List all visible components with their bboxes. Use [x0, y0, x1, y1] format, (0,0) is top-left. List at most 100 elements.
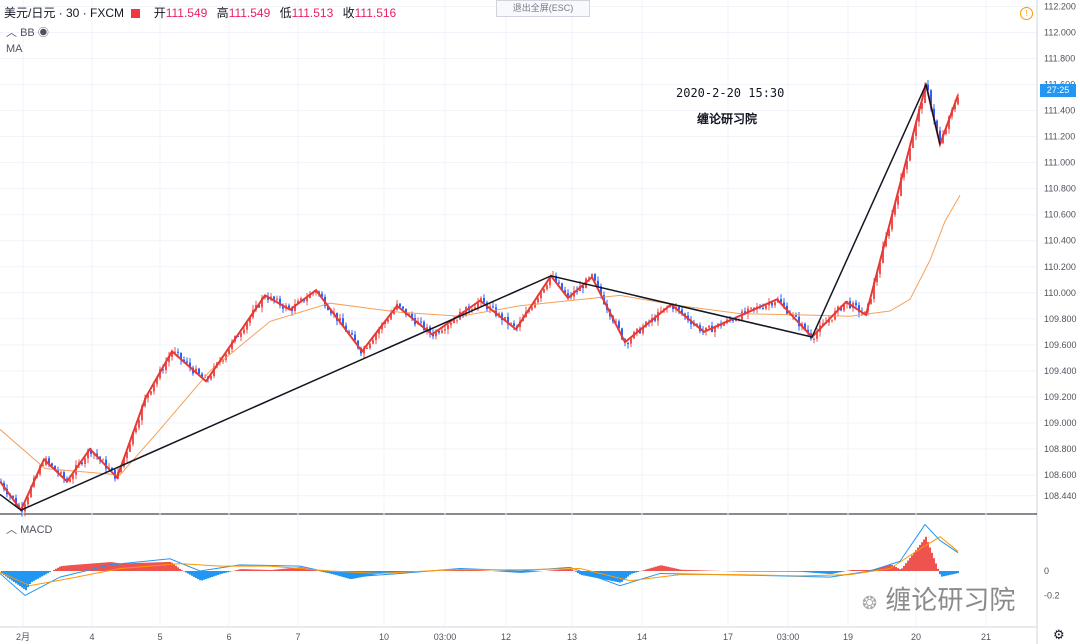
candle [105, 459, 107, 469]
macd-hist-bar [97, 563, 99, 571]
macd-hist-bar [333, 571, 335, 575]
macd-hist-bar [67, 565, 69, 571]
macd-hist-bar [647, 568, 649, 571]
macd-hist-bar [815, 571, 817, 573]
macd-hist-bar [245, 569, 247, 571]
candle [762, 308, 764, 310]
candle [891, 214, 893, 230]
macd-hist-bar [339, 571, 341, 577]
chevron-up-icon[interactable]: ︿ [6, 27, 17, 39]
candle [504, 316, 506, 321]
candle [102, 459, 104, 461]
candle [165, 361, 167, 371]
alert-icon[interactable]: ! [1020, 7, 1033, 20]
macd-hist-bar [925, 536, 927, 571]
macd-indicator[interactable]: ︿ MACD [6, 521, 52, 537]
wechat-icon: ❂ [862, 593, 878, 614]
macd-hist-bar [877, 568, 879, 571]
symbol-label[interactable]: 美元/日元 · 30 · FXCM [4, 6, 125, 20]
chevron-up-icon[interactable]: ︿ [6, 524, 17, 536]
macd-hist-bar [33, 571, 35, 581]
macd-hist-bar [947, 571, 949, 576]
candle [900, 177, 902, 196]
candle [927, 84, 929, 91]
y-tick-label: 110.400 [1044, 236, 1076, 246]
macd-hist-bar [927, 542, 929, 571]
candle [915, 121, 917, 137]
macd-hist-bar [841, 571, 843, 572]
bb-indicator[interactable]: ︿ BB ◉ [6, 24, 49, 40]
macd-hist-bar [879, 567, 881, 571]
macd-hist-bar [157, 562, 159, 571]
candle [873, 282, 875, 299]
ma-indicator[interactable]: MA [6, 43, 23, 55]
macd-hist-bar [661, 565, 663, 571]
candle [168, 356, 170, 362]
macd-hist-bar [583, 571, 585, 576]
macd-hist-bar [571, 569, 573, 571]
candle [582, 285, 584, 289]
macd-hist-bar [931, 552, 933, 571]
macd-hist-bar [147, 562, 149, 571]
macd-hist-bar [201, 571, 203, 581]
low-value: 111.513 [291, 6, 334, 20]
candle [210, 376, 212, 380]
macd-hist-bar [315, 570, 317, 571]
macd-hist-bar [387, 571, 389, 574]
candle [369, 343, 371, 349]
macd-hist-bar [393, 571, 395, 573]
candle [471, 309, 473, 311]
macd-hist-bar [77, 564, 79, 571]
candle [63, 472, 65, 479]
macd-hist-bar [109, 562, 111, 571]
eye-icon[interactable]: ◉ [37, 27, 49, 39]
candle [351, 333, 353, 335]
candle [546, 285, 548, 290]
macd-hist-bar [945, 571, 947, 576]
macd-hist-bar [355, 571, 357, 579]
macd-hist-bar [337, 571, 339, 576]
macd-hist-bar [267, 569, 269, 571]
macd-hist-bar [565, 569, 567, 571]
macd-hist-bar [821, 571, 823, 574]
macd-hist-bar [1, 571, 3, 574]
macd-hist-bar [929, 547, 931, 571]
y-tick-label: 111.000 [1044, 158, 1075, 168]
candle [828, 319, 830, 323]
macd-hist-bar [259, 569, 261, 571]
macd-hist-bar [591, 571, 593, 578]
candle [894, 204, 896, 215]
candle [201, 373, 203, 378]
y-tick-label: 109.400 [1044, 366, 1077, 376]
macd-hist-bar [293, 567, 295, 571]
exit-fullscreen-button[interactable]: 退出全屏(ESC) [496, 0, 590, 17]
watermark: ❂ 缠论研习院 [862, 580, 1015, 617]
macd-hist-bar [125, 563, 127, 571]
macd-hist-bar [385, 571, 387, 574]
macd-hist-bar [813, 571, 815, 573]
macd-hist-bar [169, 561, 171, 571]
macd-hist-bar [119, 563, 121, 571]
macd-hist-bar [83, 564, 85, 571]
candle [750, 307, 752, 309]
y-tick-label: 109.200 [1044, 392, 1077, 402]
macd-hist-bar [531, 571, 533, 573]
macd-hist-bar [913, 552, 915, 571]
candle [111, 467, 113, 470]
macd-hist-bar [263, 569, 265, 571]
macd-hist-bar [353, 571, 355, 579]
candle [804, 323, 806, 330]
macd-hist-bar [631, 571, 633, 574]
macd-hist-bar [209, 571, 211, 578]
macd-hist-bar [875, 568, 877, 571]
macd-hist-bar [39, 571, 41, 578]
candle [309, 293, 311, 299]
macd-hist-bar [665, 566, 667, 571]
gear-icon[interactable]: ⚙ [1053, 627, 1065, 642]
candle [399, 303, 401, 307]
macd-hist-bar [765, 571, 767, 572]
annotation-source: 缠论研习院 [697, 112, 758, 126]
macd-hist-bar [59, 566, 61, 571]
macd-hist-bar [375, 571, 377, 575]
